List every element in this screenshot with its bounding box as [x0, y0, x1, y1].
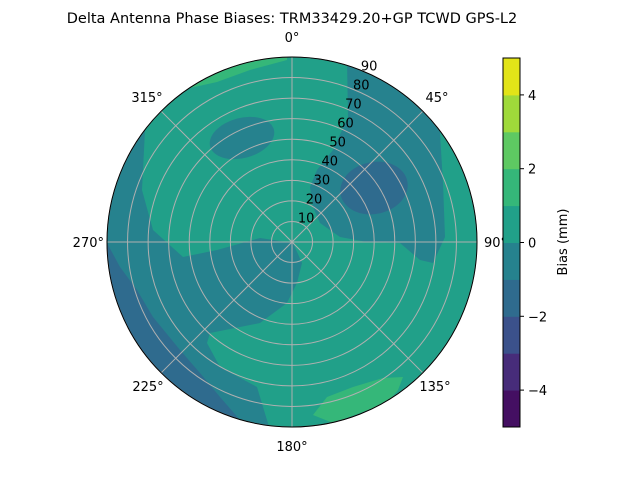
angular-tick-225: 225° [132, 380, 163, 395]
polar-frame [106, 56, 478, 428]
colorbar-segment [503, 316, 520, 354]
angular-tick-180: 180° [276, 440, 307, 455]
angular-tick-135: 135° [419, 380, 450, 395]
angular-tick-45: 45° [425, 91, 448, 106]
contour-region-nw-neg1 [209, 116, 275, 160]
colorbar-segment [503, 94, 520, 133]
radial-tick-60: 60 [337, 117, 354, 132]
colorbar-tick-label: 0 [528, 237, 536, 252]
angular-gridline-135 [291, 241, 424, 374]
angular-tick-270: 270° [73, 236, 104, 251]
colorbar-label: Bias (mm) [556, 209, 571, 276]
colorbar-segment [503, 205, 520, 243]
angular-tick-315: 315° [131, 91, 162, 106]
angular-tick-90: 90° [484, 236, 507, 251]
radial-tick-90: 90 [361, 60, 378, 75]
contour-region-s-pos1 [313, 377, 403, 423]
colorbar-segment [503, 168, 520, 207]
colorbar-tick-label: 4 [528, 89, 536, 104]
colorbar-segment [503, 390, 520, 428]
radial-tick-70: 70 [345, 98, 362, 113]
angular-gridline-315 [160, 110, 293, 243]
contour-region-ne-neg2 [340, 161, 408, 215]
radial-tick-50: 50 [329, 136, 346, 151]
radial-tick-30: 30 [314, 173, 331, 188]
colorbar-segment [503, 242, 520, 280]
radial-tick-20: 20 [306, 192, 323, 207]
polar-grid [106, 56, 478, 428]
colorbar-ticks: −4 −2 0 2 4 [520, 89, 547, 399]
angular-tick-labels: 0° 45° 90° 135° 180° 225° 270° 315° [73, 31, 507, 455]
radial-tick-80: 80 [353, 79, 370, 94]
radial-tick-10: 10 [298, 211, 315, 226]
colorbar-segment [503, 279, 520, 317]
colorbar [503, 58, 520, 428]
colorbar-segment [503, 131, 520, 170]
colorbar-tick-label: −4 [528, 384, 547, 399]
chart-title: Delta Antenna Phase Biases: TRM33429.20+… [67, 11, 518, 27]
colorbar-segment [503, 58, 520, 96]
colorbar-tick-label: −2 [528, 310, 547, 325]
angular-tick-0: 0° [285, 31, 300, 46]
angular-gridline-45 [291, 110, 424, 243]
colorbar-segment [503, 353, 520, 391]
colorbar-tick-label: 2 [528, 163, 536, 178]
angular-gridline-225 [160, 241, 293, 374]
radial-tick-labels: 10 20 30 40 50 60 70 80 90 [298, 60, 377, 227]
radial-tick-40: 40 [321, 154, 338, 169]
